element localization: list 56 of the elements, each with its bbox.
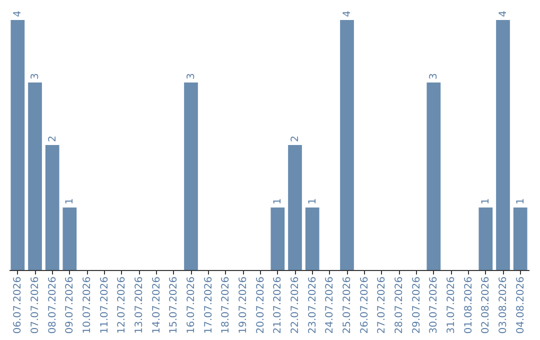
data-label: 3 [30, 73, 41, 80]
bar [426, 82, 441, 270]
data-label: 3 [186, 73, 197, 80]
x-tick-label: 16.07.2026 [186, 276, 197, 334]
x-tick-label: 09.07.2026 [64, 276, 76, 334]
bar [478, 208, 493, 270]
x-tick-label: 11.07.2026 [99, 276, 110, 334]
bar [10, 20, 25, 270]
x-tick-label: 28.07.2026 [394, 276, 405, 334]
x-tick-label: 27.07.2026 [376, 276, 388, 334]
bar [340, 20, 354, 270]
x-tick-label: 30.07.2026 [428, 276, 440, 334]
x-tick-label: 03.08.2026 [498, 276, 509, 334]
x-tick-label: 19.07.2026 [238, 276, 249, 334]
x-tick-label: 24.07.2026 [324, 276, 336, 334]
bar [513, 208, 528, 270]
x-tick-label: 13.07.2026 [134, 276, 145, 334]
data-label: 4 [342, 10, 353, 17]
x-tick-label: 21.07.2026 [272, 276, 284, 334]
x-tick-label: 10.07.2026 [82, 276, 93, 334]
data-label: 1 [64, 198, 76, 204]
x-tick-label: 20.07.2026 [255, 276, 266, 334]
x-tick-label: 23.07.2026 [307, 276, 318, 334]
bar [288, 145, 302, 270]
data-label: 1 [272, 198, 284, 204]
x-tick-label: 17.07.2026 [203, 276, 214, 334]
x-tick-label: 18.07.2026 [220, 276, 232, 334]
x-tick-label: 04.08.2026 [515, 276, 526, 334]
x-tick-label: 25.07.2026 [342, 276, 353, 334]
x-tick-label: 06.07.2026 [12, 276, 24, 334]
bar [270, 208, 285, 270]
data-label: 1 [480, 198, 492, 204]
bar [184, 82, 198, 270]
data-label: 1 [515, 198, 526, 204]
bar [305, 208, 320, 270]
x-tick-label: 15.07.2026 [168, 276, 180, 334]
x-tick-label: 26.07.2026 [359, 276, 370, 334]
x-tick-label: 29.07.2026 [411, 276, 422, 334]
data-label: 3 [428, 73, 440, 80]
x-tick-label: 22.07.2026 [290, 276, 301, 334]
data-label: 4 [12, 10, 24, 17]
data-label: 4 [498, 10, 509, 17]
data-label: 2 [290, 136, 301, 142]
data-label: 1 [307, 198, 318, 204]
data-label: 2 [47, 136, 58, 142]
x-tick-label: 08.07.2026 [47, 276, 58, 334]
x-tick-label: 31.07.2026 [446, 276, 457, 334]
bar [496, 20, 510, 270]
bar [62, 208, 77, 270]
bar [45, 145, 60, 270]
x-tick-label: 02.08.2026 [480, 276, 492, 334]
bar [28, 82, 42, 270]
x-tick-label: 07.07.2026 [30, 276, 41, 334]
x-tick-label: 12.07.2026 [116, 276, 128, 334]
x-tick-label: 01.08.2026 [463, 276, 474, 334]
x-tick-label: 14.07.2026 [151, 276, 162, 334]
